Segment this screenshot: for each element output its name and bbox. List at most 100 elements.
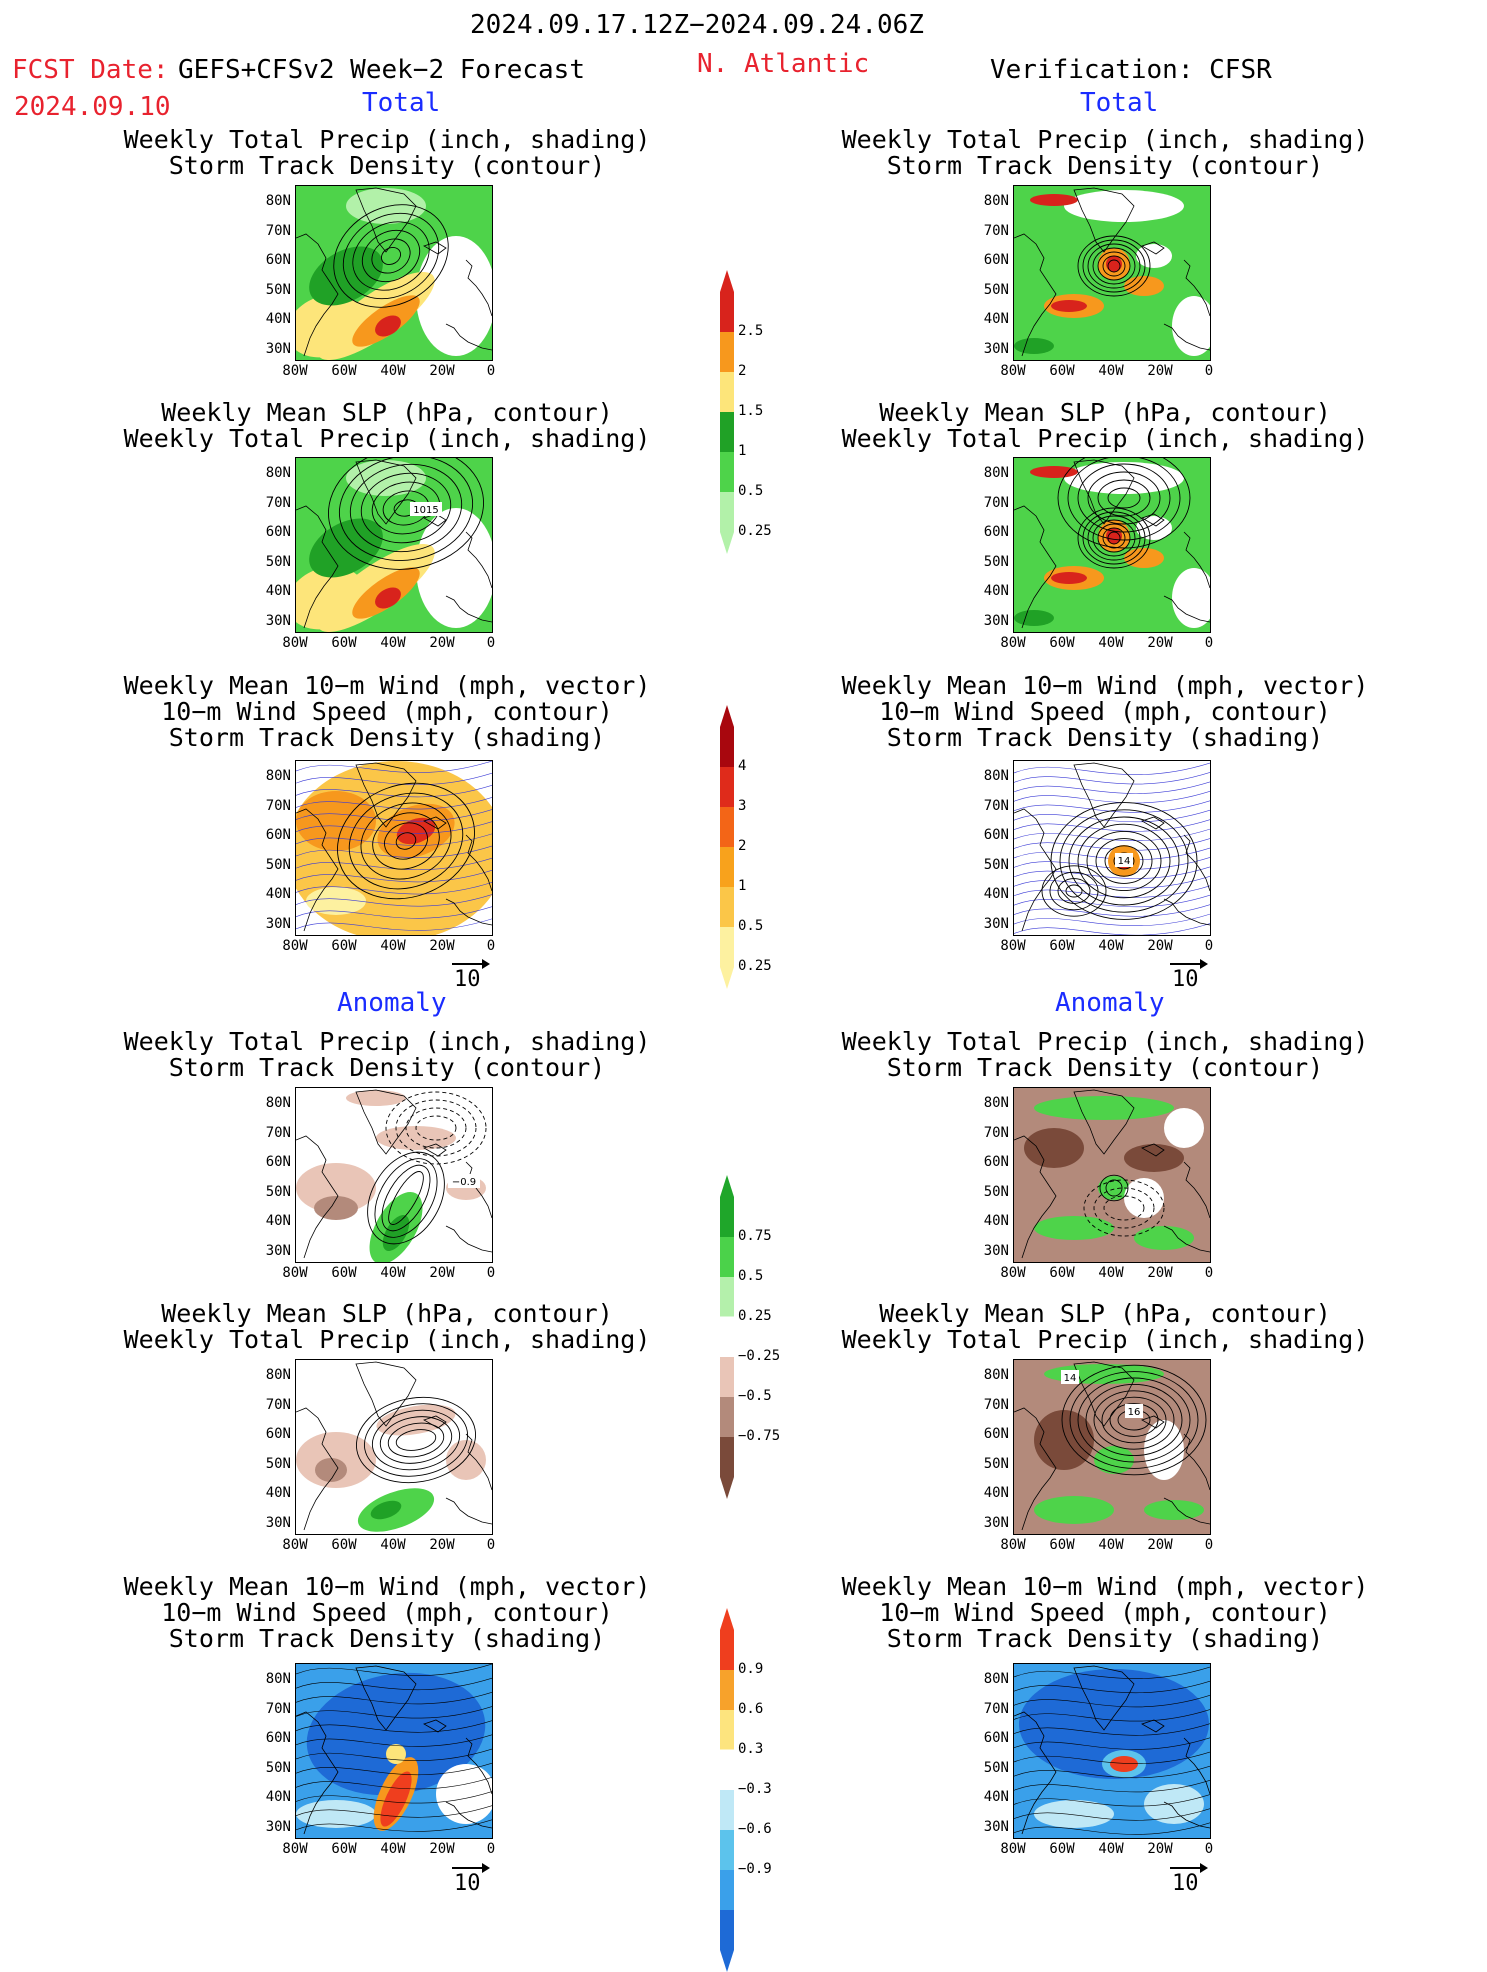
- title-fc-precip-total: Weekly Total Precip (inch, shading) Stor…: [123, 125, 651, 180]
- lon-tick-label: 60W: [331, 938, 357, 954]
- lon-tick-label: 0: [486, 1841, 496, 1857]
- lon-tick-label: 80W: [1000, 635, 1026, 651]
- section-anomaly-right: Anomaly: [1055, 988, 1165, 1018]
- lon-tick-label: 20W: [429, 1537, 455, 1553]
- lat-tick-label: 80N: [265, 465, 291, 481]
- lon-tick-label: 20W: [429, 1841, 455, 1857]
- colorbar-tick-label: 0.3: [738, 1741, 764, 1757]
- map-fc-slp-total: 1015: [295, 457, 493, 633]
- lat-tick-label: 30N: [983, 915, 1009, 932]
- map-fc-wind-anom: [295, 1663, 493, 1839]
- lat-tick-label: 70N: [983, 494, 1009, 511]
- map-obs-slp-anom: 14 16: [1013, 1359, 1211, 1535]
- svg-text:−0.9: −0.9: [452, 1177, 476, 1188]
- map-obs-precip-anom: [1013, 1087, 1211, 1263]
- lat-tick-label: 70N: [265, 1700, 291, 1717]
- lat-tick-label: 60N: [265, 1730, 291, 1746]
- colorbar-tick-label: 3: [738, 798, 747, 814]
- lat-tick-label: 50N: [265, 1455, 291, 1472]
- title-obs-precip-anom: Weekly Total Precip (inch, shading) Stor…: [841, 1027, 1369, 1082]
- lon-tick-label: 40W: [380, 1265, 406, 1281]
- lat-tick-label: 80N: [983, 768, 1009, 784]
- lon-tick-label: 0: [486, 635, 496, 651]
- colorbar-tick-label: 1: [738, 443, 747, 459]
- section-total-right: Total: [1080, 88, 1159, 118]
- lon-tick-label: 0: [486, 938, 496, 954]
- lon-tick-label: 40W: [1098, 1537, 1124, 1553]
- lon-tick-label: 0: [486, 363, 496, 379]
- lat-tick-label: 70N: [265, 222, 291, 239]
- lat-tick-label: 80N: [983, 1671, 1009, 1687]
- lat-tick-label: 60N: [265, 1154, 291, 1170]
- colorbar-tick-label: −0.9: [738, 1861, 772, 1877]
- lat-tick-label: 60N: [265, 524, 291, 540]
- lat-tick-label: 40N: [265, 1789, 291, 1805]
- lat-tick-label: 40N: [983, 1213, 1009, 1229]
- lon-tick-label: 80W: [1000, 1841, 1026, 1857]
- lat-tick-label: 80N: [265, 1367, 291, 1383]
- lat-tick-label: 60N: [983, 524, 1009, 540]
- lat-tick-label: 40N: [265, 886, 291, 902]
- section-total-left: Total: [362, 88, 441, 118]
- lat-tick-label: 50N: [265, 1183, 291, 1200]
- lat-tick-label: 30N: [983, 1514, 1009, 1531]
- map-fc-wind-total: [295, 760, 493, 936]
- lon-tick-label: 20W: [1147, 938, 1173, 954]
- lat-tick-label: 70N: [265, 1396, 291, 1413]
- lon-tick-label: 60W: [331, 1265, 357, 1281]
- lon-tick-label: 60W: [331, 1537, 357, 1553]
- lat-tick-label: 50N: [265, 281, 291, 298]
- lon-tick-label: 20W: [1147, 1537, 1173, 1553]
- lon-tick-label: 0: [1204, 635, 1214, 651]
- map-obs-wind-anom: [1013, 1663, 1211, 1839]
- lat-tick-label: 70N: [265, 797, 291, 814]
- lat-tick-label: 50N: [983, 1183, 1009, 1200]
- lat-tick-label: 40N: [983, 1485, 1009, 1501]
- colorbar-tick-label: 4: [738, 758, 747, 774]
- lon-tick-label: 80W: [1000, 363, 1026, 379]
- colorbar-tick-label: 2.5: [738, 323, 764, 339]
- lon-tick-label: 20W: [1147, 1841, 1173, 1857]
- colorbar-tick-label: 0.25: [738, 958, 772, 974]
- title-fc-wind-anom: Weekly Mean 10−m Wind (mph, vector) 10−m…: [123, 1572, 651, 1653]
- svg-text:14: 14: [1064, 1373, 1077, 1384]
- colorbar-storm-total: [720, 705, 750, 989]
- lon-tick-label: 40W: [380, 1537, 406, 1553]
- lat-tick-label: 30N: [265, 1514, 291, 1531]
- date-range-title: 2024.09.17.12Z−2024.09.24.06Z: [470, 10, 924, 40]
- title-obs-slp-anom: Weekly Mean SLP (hPa, contour) Weekly To…: [841, 1299, 1369, 1354]
- lat-tick-label: 40N: [265, 1213, 291, 1229]
- lat-tick-label: 30N: [983, 340, 1009, 357]
- lon-tick-label: 80W: [282, 1841, 308, 1857]
- lat-tick-label: 30N: [265, 340, 291, 357]
- lat-tick-label: 70N: [265, 1124, 291, 1141]
- lon-tick-label: 0: [1204, 938, 1214, 954]
- colorbar-tick-label: 0.75: [738, 1228, 772, 1244]
- colorbar-tick-label: 0.9: [738, 1661, 764, 1677]
- lat-tick-label: 40N: [983, 311, 1009, 327]
- lon-tick-label: 40W: [380, 938, 406, 954]
- lon-tick-label: 20W: [1147, 635, 1173, 651]
- lat-tick-label: 50N: [983, 553, 1009, 570]
- region-label: N. Atlantic: [697, 49, 870, 79]
- lat-tick-label: 30N: [983, 1242, 1009, 1259]
- lon-tick-label: 80W: [1000, 1265, 1026, 1281]
- lat-tick-label: 50N: [265, 553, 291, 570]
- lon-tick-label: 20W: [429, 363, 455, 379]
- lat-tick-label: 40N: [265, 311, 291, 327]
- title-fc-slp-total: Weekly Mean SLP (hPa, contour) Weekly To…: [123, 398, 651, 453]
- lon-tick-label: 20W: [429, 938, 455, 954]
- lat-tick-label: 60N: [983, 1154, 1009, 1170]
- colorbar-precip-anom: [720, 1175, 750, 1499]
- lat-tick-label: 30N: [265, 915, 291, 932]
- lon-tick-label: 20W: [429, 1265, 455, 1281]
- colorbar-tick-label: 2: [738, 363, 747, 379]
- map-obs-slp-total: [1013, 457, 1211, 633]
- lat-tick-label: 80N: [265, 768, 291, 784]
- lon-tick-label: 80W: [1000, 938, 1026, 954]
- colorbar-tick-label: 0.6: [738, 1701, 764, 1717]
- verification-label: Verification: CFSR: [990, 55, 1272, 85]
- lat-tick-label: 40N: [983, 583, 1009, 599]
- lat-tick-label: 70N: [983, 1124, 1009, 1141]
- lon-tick-label: 60W: [1049, 635, 1075, 651]
